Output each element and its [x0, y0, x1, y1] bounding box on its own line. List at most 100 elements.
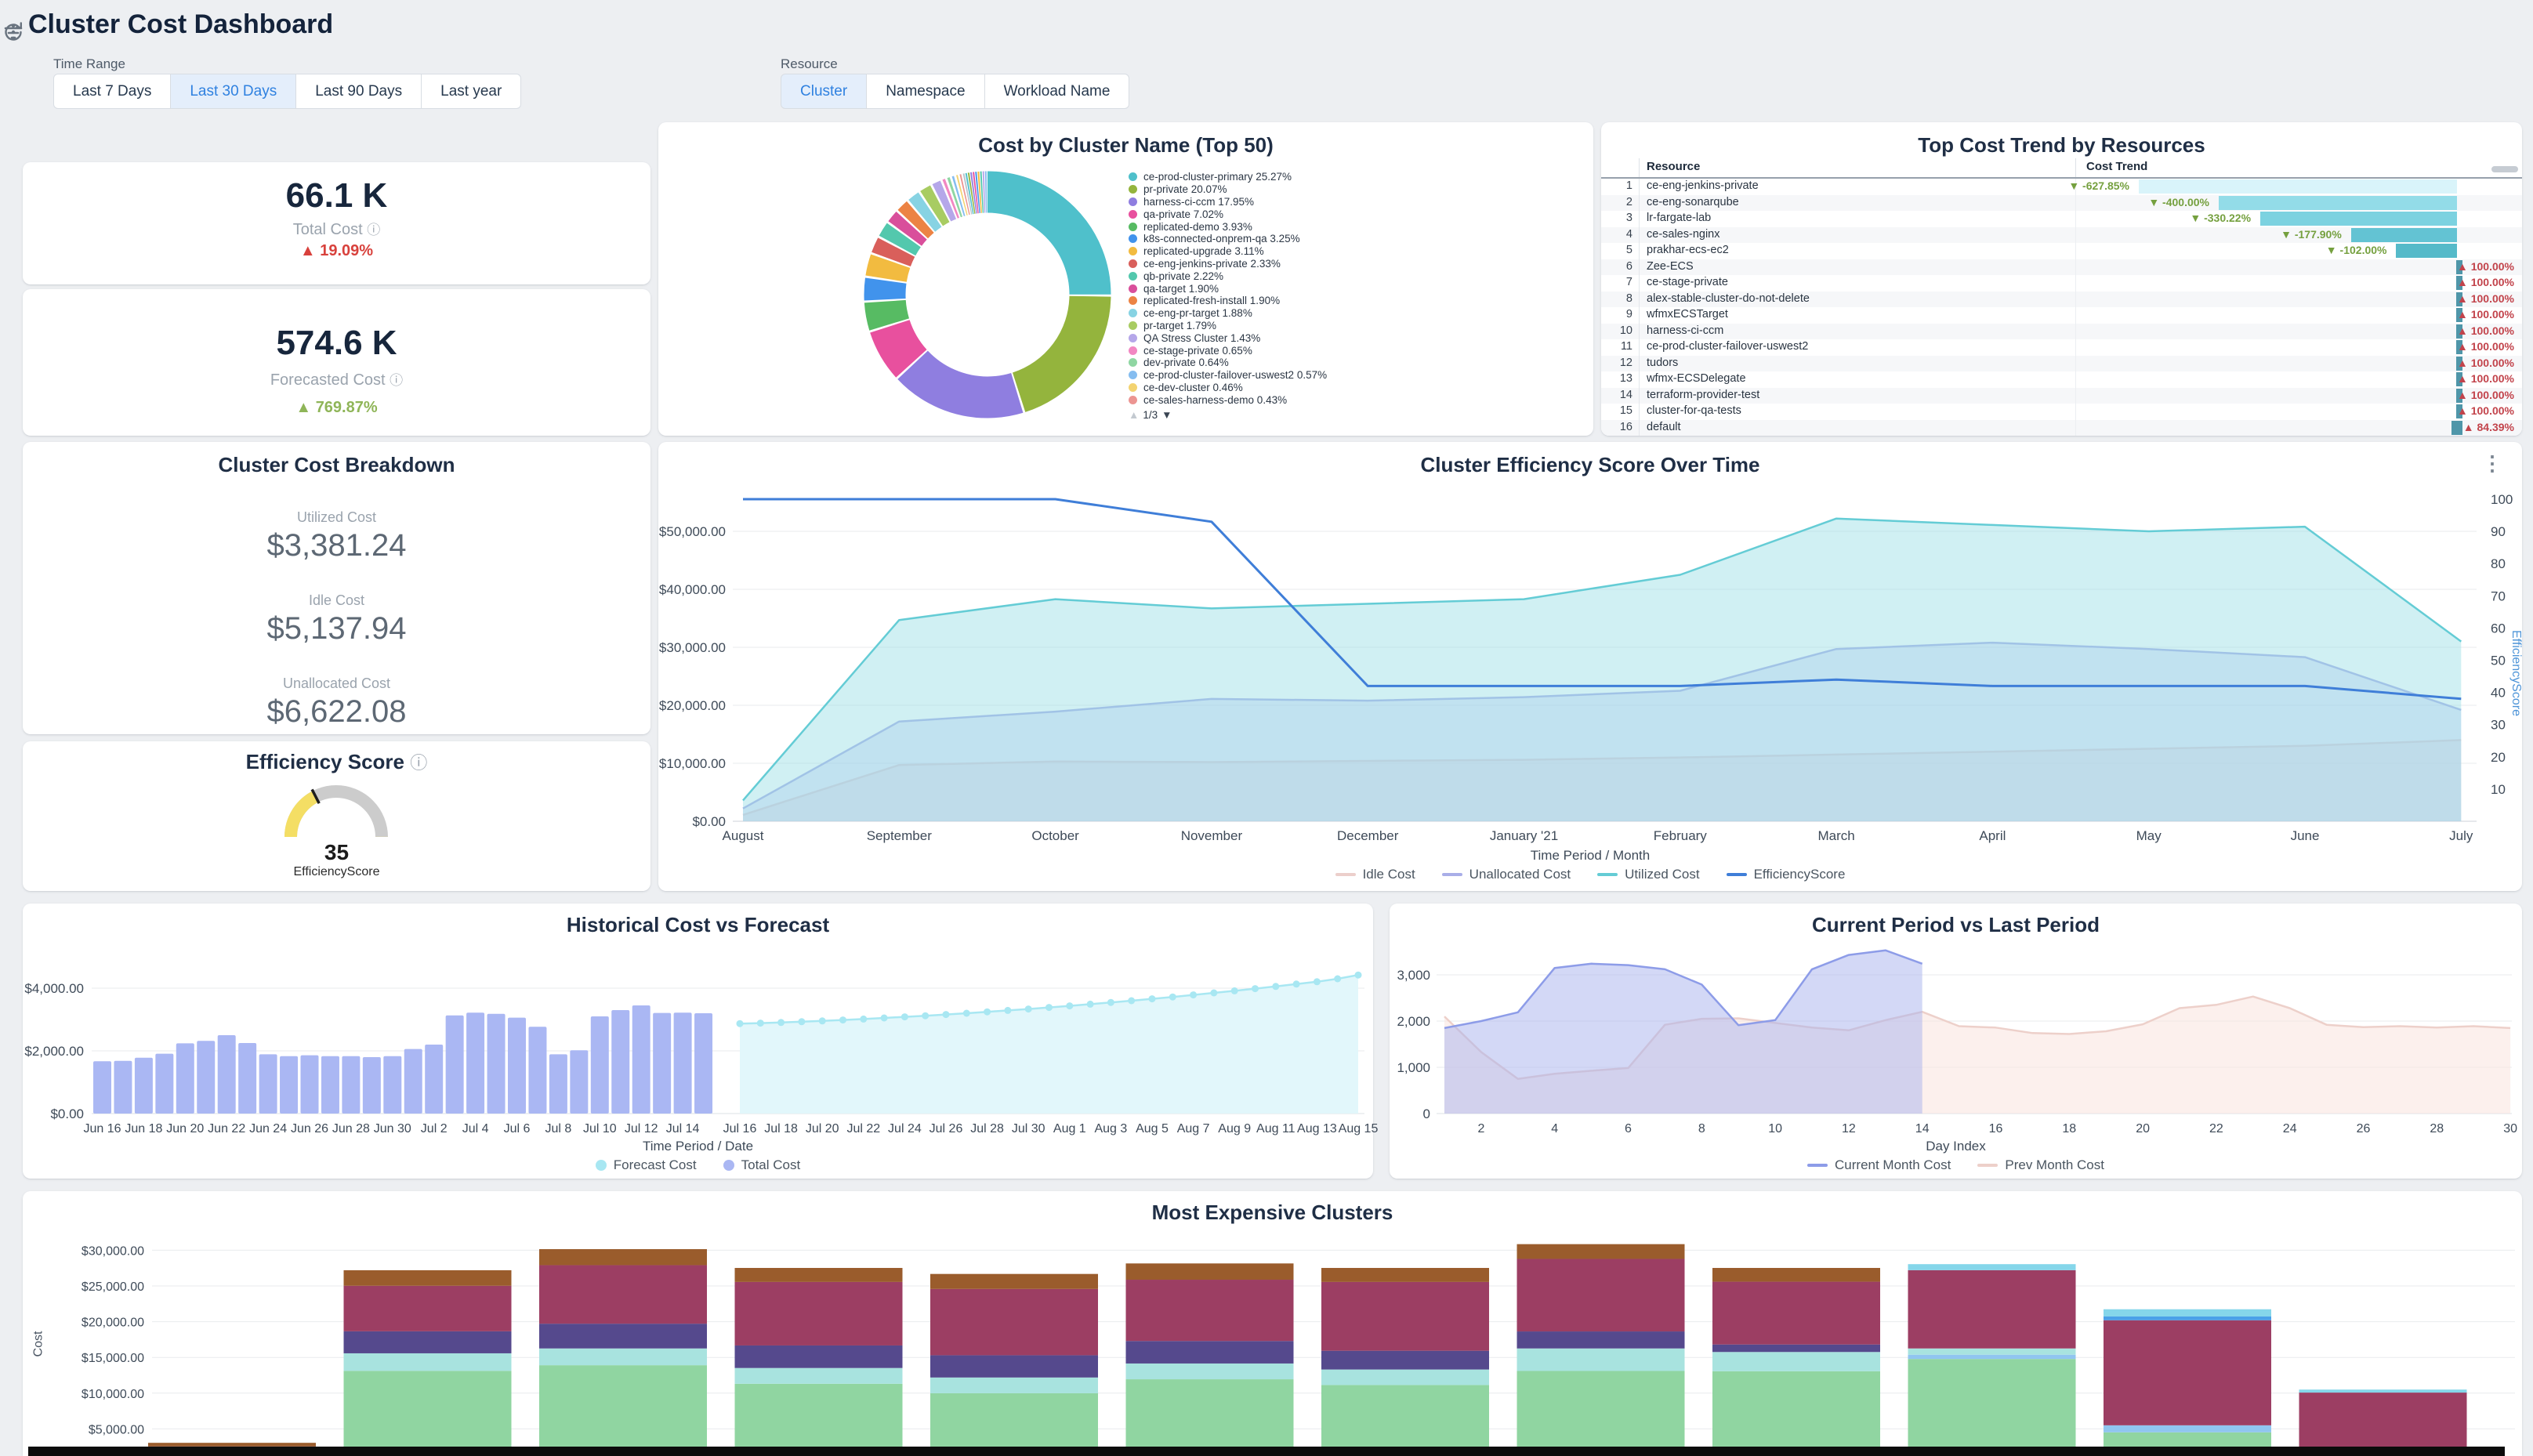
period-xaxis-label: Day Index — [1926, 1139, 1986, 1154]
table-row[interactable]: 15 cluster-for-qa-tests ▲ 100.00% — [1601, 404, 2522, 420]
table-row[interactable]: 1 ce-eng-jenkins-private ▼ -627.85% — [1601, 179, 2522, 195]
efficiency-score-title: Efficiency Score ⓘ — [245, 750, 428, 773]
idle-cost-value: $5,137.94 — [266, 611, 407, 646]
svg-text:$30,000.00: $30,000.00 — [659, 640, 726, 655]
table-header: Resource Cost Trend — [1601, 158, 2522, 179]
legend-item[interactable]: Total Cost — [723, 1157, 800, 1173]
legend-item[interactable]: replicated-fresh-install 1.90% — [1129, 295, 1327, 307]
svg-text:Jul 16: Jul 16 — [723, 1122, 757, 1135]
legend-item[interactable]: harness-ci-ccm 17.95% — [1129, 196, 1327, 208]
donut-legend: ce-prod-cluster-primary 25.27% pr-private… — [1129, 171, 1327, 406]
svg-text:April: April — [1979, 828, 2006, 843]
total-cost-delta: ▲ 19.09% — [299, 242, 374, 259]
legend-item[interactable]: ce-prod-cluster-primary 25.27% — [1129, 171, 1327, 183]
total-cost-card: 66.1 K Total Cost ⓘ ▲ 19.09% — [23, 162, 650, 284]
legend-item[interactable]: qb-private 2.22% — [1129, 270, 1327, 282]
legend-item[interactable]: ce-sales-harness-demo 0.43% — [1129, 393, 1327, 406]
legend-item[interactable]: Unallocated Cost — [1441, 867, 1571, 882]
table-row[interactable]: 13 wfmx-ECSDelegate ▲ 100.00% — [1601, 371, 2522, 388]
table-row[interactable]: 8 alex-stable-cluster-do-not-delete ▲ 100.… — [1601, 291, 2522, 307]
svg-text:40: 40 — [2491, 686, 2506, 701]
table-row[interactable]: 11 ce-prod-cluster-failover-uswest2 ▲ 100.… — [1601, 339, 2522, 356]
table-row[interactable]: 7 ce-stage-private ▲ 100.00% — [1601, 275, 2522, 292]
donut-legend-pager: ▲ 1/3 ▼ — [1129, 409, 1172, 421]
info-icon[interactable]: ⓘ — [367, 223, 381, 237]
legend-item[interactable]: ce-eng-jenkins-private 2.33% — [1129, 258, 1327, 270]
legend-item[interactable]: ce-stage-private 0.65% — [1129, 344, 1327, 357]
efficiency-over-time-title: Cluster Efficiency Score Over Time — [1420, 453, 1760, 476]
column-resource[interactable]: Resource — [1647, 160, 1701, 173]
svg-text:Aug 15: Aug 15 — [1339, 1122, 1379, 1135]
table-row[interactable]: 10 harness-ci-ccm ▲ 100.00% — [1601, 323, 2522, 339]
resource-workload-name[interactable]: Workload Name — [984, 74, 1130, 109]
panel-more-icon[interactable]: ⋮ — [2482, 451, 2503, 475]
most-expensive-panel: Most Expensive Clusters Cost $5,000.00 $1… — [23, 1191, 2522, 1456]
time-range-last-90-days[interactable]: Last 90 Days — [295, 74, 422, 109]
legend-item[interactable]: replicated-demo 3.93% — [1129, 220, 1327, 233]
legend-item[interactable]: EfficiencyScore — [1726, 867, 1845, 882]
legend-item[interactable]: qa-target 1.90% — [1129, 282, 1327, 295]
time-range-last-30-days[interactable]: Last 30 Days — [170, 74, 297, 109]
legend-item[interactable]: ce-dev-cluster 0.46% — [1129, 382, 1327, 394]
historical-legend: Forecast Cost Total Cost — [23, 1157, 1373, 1173]
legend-item[interactable]: QA Stress Cluster 1.43% — [1129, 331, 1327, 344]
legend-item[interactable]: pr-target 1.79% — [1129, 320, 1327, 332]
time-range-last-7-days[interactable]: Last 7 Days — [53, 74, 172, 109]
table-body: 1 ce-eng-jenkins-private ▼ -627.85% 2 ce-eng… — [1601, 179, 2522, 436]
svg-text:3,000: 3,000 — [1397, 968, 1430, 983]
legend-page-up-icon[interactable]: ▲ — [1129, 409, 1140, 421]
table-row[interactable]: 12 tudors ▲ 100.00% — [1601, 355, 2522, 371]
svg-text:Aug 3: Aug 3 — [1094, 1122, 1127, 1135]
efficiency-over-time-chart[interactable]: $0.00 $10,000.00 $20,000.00 $30,000.00 $40,0… — [658, 442, 2523, 849]
resource-cluster[interactable]: Cluster — [781, 74, 868, 109]
svg-text:May: May — [2136, 828, 2162, 843]
table-scrollbar[interactable] — [2491, 166, 2518, 172]
legend-item[interactable]: dev-private 0.64% — [1129, 357, 1327, 369]
table-row[interactable]: 4 ce-sales-nginx ▼ -177.90% — [1601, 226, 2522, 243]
column-cost-trend[interactable]: Cost Trend — [2086, 160, 2148, 173]
top-cost-trend-title: Top Cost Trend by Resources — [1918, 133, 2205, 157]
most-expensive-chart[interactable]: $5,000.00 $10,000.00 $15,000.00 $20,000.00 $… — [23, 1191, 2522, 1456]
legend-item[interactable]: Utilized Cost — [1597, 867, 1700, 882]
svg-text:Jul 20: Jul 20 — [806, 1122, 839, 1135]
info-icon[interactable]: ⓘ — [390, 373, 404, 388]
legend-item[interactable]: ce-prod-cluster-failover-uswest2 0.57% — [1129, 369, 1327, 382]
legend-item[interactable]: pr-private 20.07% — [1129, 183, 1327, 196]
svg-text:2: 2 — [1477, 1122, 1484, 1135]
time-range-last-year[interactable]: Last year — [421, 74, 522, 109]
legend-item[interactable]: Idle Cost — [1335, 867, 1415, 882]
historical-chart[interactable]: $0.00 $2,000.00 $4,000.00 Jun 16 Jun 18 Jun 2… — [23, 904, 1378, 1139]
svg-text:Jul 30: Jul 30 — [1012, 1122, 1045, 1135]
more-icon[interactable] — [0, 19, 27, 45]
svg-text:Jul 4: Jul 4 — [462, 1122, 489, 1135]
cost-by-cluster-donut[interactable] — [853, 160, 1122, 429]
period-legend: Current Month Cost Prev Month Cost — [1390, 1157, 2522, 1173]
svg-text:$10,000.00: $10,000.00 — [659, 756, 726, 771]
svg-text:Jul 6: Jul 6 — [504, 1122, 531, 1135]
gauge-label: EfficiencyScore — [293, 865, 380, 878]
table-row[interactable]: 5 prakhar-ecs-ec2 ▼ -102.00% — [1601, 243, 2522, 259]
legend-page-down-icon[interactable]: ▼ — [1161, 409, 1172, 421]
table-row[interactable]: 9 wfmxECSTarget ▲ 100.00% — [1601, 307, 2522, 324]
historical-xaxis-label: Time Period / Date — [642, 1139, 754, 1154]
legend-item[interactable]: Forecast Cost — [595, 1157, 697, 1173]
legend-item[interactable]: replicated-upgrade 3.11% — [1129, 245, 1327, 258]
table-row[interactable]: 14 terraform-provider-test ▲ 100.00% — [1601, 387, 2522, 404]
legend-item[interactable]: k8s-connected-onprem-qa 3.25% — [1129, 233, 1327, 245]
resource-namespace[interactable]: Namespace — [866, 74, 985, 109]
table-row[interactable]: 16 default ▲ 84.39% — [1601, 419, 2522, 436]
info-icon[interactable]: ⓘ — [410, 753, 428, 773]
legend-item[interactable]: Current Month Cost — [1807, 1157, 1951, 1173]
legend-item[interactable]: Prev Month Cost — [1977, 1157, 2104, 1173]
legend-item[interactable]: ce-eng-pr-target 1.88% — [1129, 307, 1327, 320]
svg-text:Jun 30: Jun 30 — [374, 1122, 411, 1135]
svg-text:Jul 24: Jul 24 — [888, 1122, 922, 1135]
table-row[interactable]: 3 lr-fargate-lab ▼ -330.22% — [1601, 211, 2522, 227]
legend-item[interactable]: qa-private 7.02% — [1129, 208, 1327, 220]
table-row[interactable]: 6 Zee-ECS ▲ 100.00% — [1601, 259, 2522, 275]
legend-page-indicator: 1/3 — [1143, 409, 1158, 421]
svg-text:50: 50 — [2491, 654, 2506, 668]
table-row[interactable]: 2 ce-eng-sonarqube ▼ -400.00% — [1601, 194, 2522, 211]
